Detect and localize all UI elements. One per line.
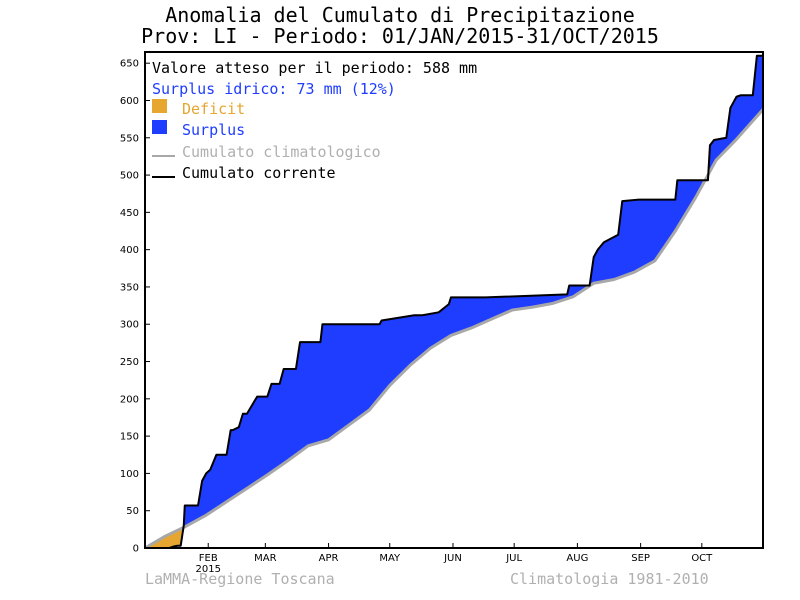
x-tick-label: MAY [379, 553, 401, 564]
y-tick-label: 650 [120, 59, 139, 70]
y-tick-label: 300 [120, 320, 139, 331]
chart-title: Anomalia del Cumulato di Precipitazione [165, 3, 635, 27]
y-tick-label: 200 [120, 394, 139, 405]
y-tick-label: 150 [120, 432, 139, 443]
y-tick-label: 0 [133, 544, 139, 555]
deficit-swatch [152, 99, 167, 113]
x-tick-label: JUL [505, 553, 522, 564]
y-tick-label: 400 [120, 245, 139, 256]
chart-subtitle: Prov: LI - Periodo: 01/JAN/2015-31/OCT/2… [141, 24, 659, 48]
x-tick-label: OCT [691, 553, 713, 564]
climatology-legend-label: Cumulato climatologico [182, 143, 381, 161]
y-axis: 0 50 100 150 200 250 300 350 400 450 500 550 600 650 [120, 59, 150, 555]
series-lines [144, 54, 765, 550]
footer-climatology: Climatologia 1981-2010 [510, 570, 709, 588]
expected-value-text: Valore atteso per il periodo: 588 mm [152, 59, 477, 77]
surplus-swatch [152, 120, 167, 134]
current-line [145, 54, 763, 549]
climatology-line [144, 108, 765, 550]
x-tick-label: AUG [566, 553, 588, 564]
surplus-areas [183, 55, 763, 528]
x-tick-label: JUN [443, 553, 462, 564]
y-tick-label: 100 [120, 469, 139, 480]
y-tick-label: 600 [120, 96, 139, 107]
y-tick-label: 500 [120, 171, 139, 182]
surplus-summary-text: Surplus idrico: 73 mm (12%) [152, 80, 396, 98]
deficit-legend-label: Deficit [182, 100, 245, 118]
surplus-area [183, 180, 705, 528]
y-tick-label: 450 [120, 208, 139, 219]
footer-source: LaMMA-Regione Toscana [145, 570, 335, 588]
surplus-legend-label: Surplus [182, 121, 245, 139]
y-tick-label: 350 [120, 282, 139, 293]
surplus-area [708, 55, 763, 175]
x-tick-label: APR [319, 553, 339, 564]
x-tick-label: SEP [631, 553, 650, 564]
y-tick-label: 50 [126, 506, 139, 517]
plot-frame [144, 51, 764, 549]
x-tick-label: FEB [199, 553, 218, 564]
y-tick-label: 550 [120, 133, 139, 144]
x-tick-label: MAR [254, 553, 276, 564]
y-tick-label: 250 [120, 357, 139, 368]
legend: Valore atteso per il periodo: 588 mm Sur… [152, 59, 477, 182]
current-legend-label: Cumulato corrente [182, 164, 336, 182]
x-year-label: 2015 [196, 564, 221, 575]
